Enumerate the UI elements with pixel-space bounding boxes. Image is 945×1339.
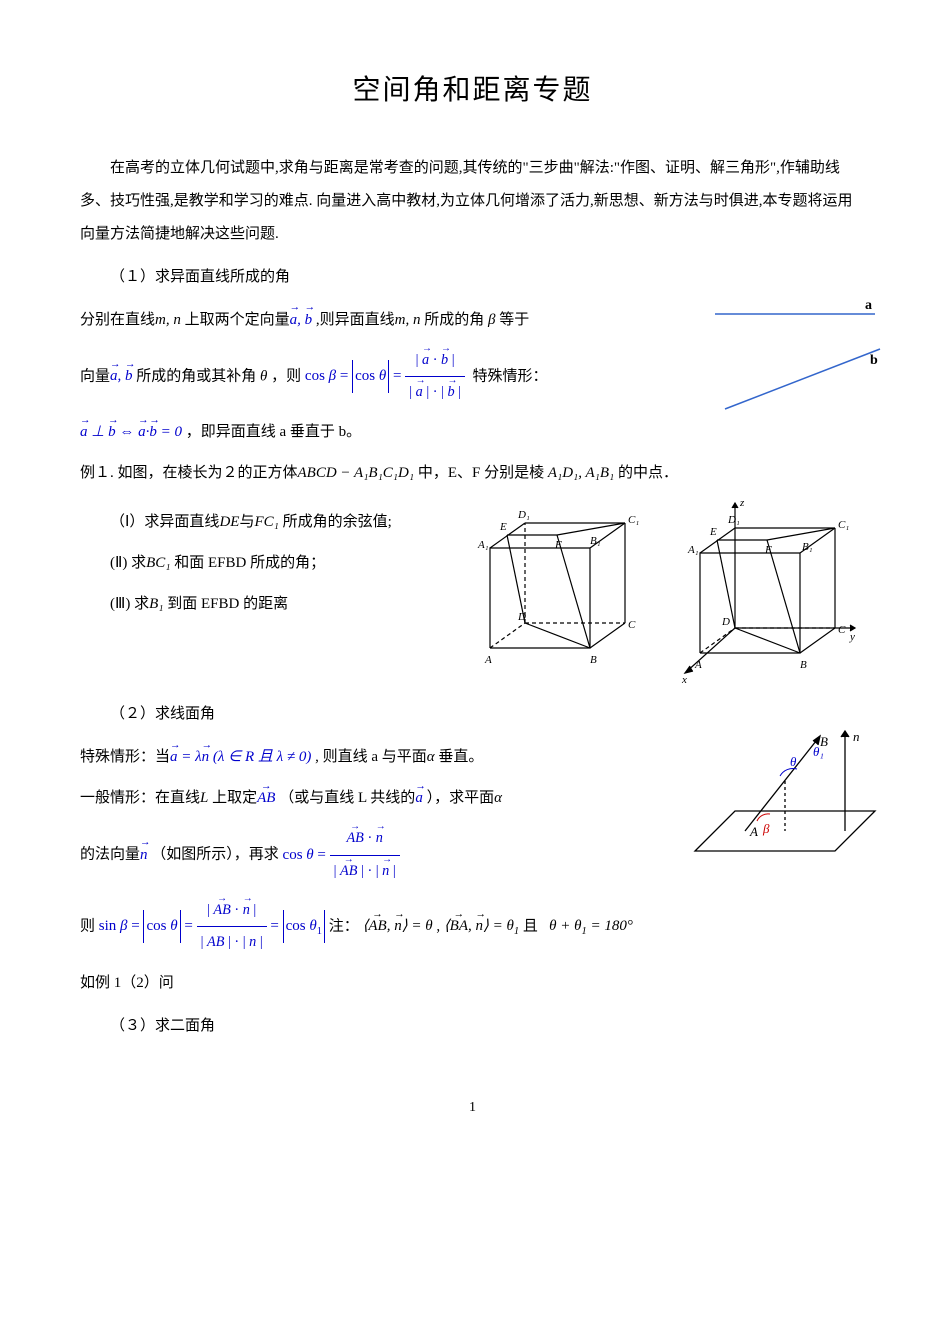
svg-text:D: D: [517, 611, 526, 623]
text: （或与直线 L 共线的: [279, 790, 415, 806]
text: 上取定: [212, 790, 257, 806]
text: 到面 EFBD 的距离: [167, 596, 288, 612]
L: L: [200, 790, 208, 806]
svg-text:z: z: [739, 498, 745, 509]
svg-text:D₁: D₁: [517, 509, 530, 521]
page-title: 空间角和距离专题: [80, 60, 865, 122]
svg-text:A₁: A₁: [477, 539, 489, 551]
sec2-line3: 的法向量n （如图所示），再求 cos θ = AB · n | AB | · …: [80, 823, 865, 887]
intro-paragraph: 在高考的立体几何试题中,求角与距离是常考查的问题,其传统的"三步曲"解法:"作图…: [80, 152, 865, 251]
text: 一般情形：在直线: [80, 790, 200, 806]
sec2-line5: 如例 1（2）问: [80, 967, 865, 1000]
b1: B₁: [149, 596, 163, 612]
cube-diagram-1: A B C D A₁ B₁ C₁ D₁ E F: [460, 498, 640, 678]
text: ，即异面直线 a 垂直于 b。: [186, 424, 361, 440]
text: 分别在直线: [80, 312, 155, 328]
sec2-line4: 则 sin β = cos θ = | AB · n | | AB | · | …: [80, 895, 865, 959]
question-1: （Ⅰ）求异面直线DE与FC₁ 所成角的余弦值;: [80, 506, 460, 539]
text: 所成角的余弦值;: [283, 514, 392, 530]
text: (Ⅱ) 求: [110, 555, 146, 571]
alpha: α: [427, 749, 435, 765]
math-mn2: m, n: [395, 312, 421, 328]
sec2-line2: 一般情形：在直线L 上取定AB （或与直线 L 共线的a ），求平面α: [80, 782, 865, 815]
and: 且: [523, 918, 538, 934]
svg-text:D: D: [721, 616, 730, 628]
text: 垂直。: [438, 749, 483, 765]
text: (Ⅲ) 求: [110, 596, 149, 612]
svg-text:C: C: [628, 619, 636, 631]
cube-diagram-2: z y x A B C D A₁ B₁ C₁ D₁ E F: [660, 498, 860, 688]
svg-text:B: B: [800, 659, 807, 671]
svg-text:A: A: [694, 659, 702, 671]
text: ，则: [271, 368, 301, 384]
text: 的法向量: [80, 847, 140, 863]
section-3-heading: （３）求二面角: [80, 1010, 865, 1043]
theta: θ: [260, 368, 267, 384]
sec2-line1: 特殊情形：当a = λn (λ ∈ R 且 λ ≠ 0) , 则直线 a 与平面…: [80, 741, 865, 774]
line-b-label: b: [870, 353, 878, 368]
bc1: BC₁: [146, 555, 170, 571]
svg-text:B₁: B₁: [802, 541, 813, 553]
text: 与: [239, 514, 254, 530]
svg-text:x: x: [681, 674, 687, 686]
svg-text:F: F: [554, 539, 562, 551]
edges: A₁D₁, A₁B₁: [548, 465, 614, 481]
section-2-content: A B n θ θ₁ β 特殊情形：当a = λn (λ ∈ R 且 λ ≠ 0…: [80, 741, 865, 999]
question-2: (Ⅱ) 求BC₁ 和面 EFBD 所成的角；: [80, 547, 460, 580]
special-case-label: 特殊情形：: [473, 368, 548, 384]
text: 的中点．: [618, 465, 678, 481]
line-a-label: a: [865, 298, 872, 313]
text: 特殊情形：当: [80, 749, 170, 765]
text: （Ⅰ）求异面直线: [110, 514, 219, 530]
fc1: FC₁: [254, 514, 278, 530]
sec1-line2: 向量a, b 所成的角或其补角 θ ，则 cos β = cos θ = | a…: [80, 345, 865, 409]
text: 所成的角: [424, 312, 484, 328]
svg-text:E: E: [709, 526, 717, 538]
svg-text:F: F: [764, 544, 772, 556]
note-label: 注：: [329, 918, 359, 934]
svg-text:C₁: C₁: [838, 519, 849, 531]
svg-text:C: C: [838, 624, 846, 636]
section-1-heading: （１）求异面直线所成的角: [80, 261, 865, 294]
text: 上取两个定向量: [185, 312, 290, 328]
svg-text:B: B: [590, 654, 597, 666]
de: DE: [219, 514, 239, 530]
text: 则: [80, 918, 95, 934]
text: 例１. 如图，在棱长为２的正方体: [80, 465, 298, 481]
cube-name: ABCD − A₁B₁C₁D₁: [298, 465, 415, 481]
text: （如图所示），再求: [151, 847, 279, 863]
text: 等于: [499, 312, 529, 328]
beta: β: [488, 312, 495, 328]
math-mn: m, n: [155, 312, 181, 328]
question-3: (Ⅲ) 求B₁ 到面 EFBD 的距离: [80, 588, 460, 621]
sec1-line3: a ⊥ b ⇔ a·b = 0 ，即异面直线 a 垂直于 b。: [80, 416, 865, 449]
svg-text:E: E: [499, 521, 507, 533]
svg-text:B₁: B₁: [590, 535, 601, 547]
text: ,则异面直线: [316, 312, 395, 328]
svg-text:A₁: A₁: [687, 544, 699, 556]
cube-diagrams: A B C D A₁ B₁ C₁ D₁ E F: [460, 498, 860, 688]
svg-text:A: A: [484, 654, 492, 666]
page-number: 1: [80, 1093, 865, 1124]
text: ），求平面: [427, 790, 495, 806]
svg-text:D₁: D₁: [727, 514, 740, 526]
text: 中，E、F 分别是棱: [418, 465, 544, 481]
text: 向量: [80, 368, 110, 384]
text: 所成的角或其补角: [136, 368, 256, 384]
svg-text:C₁: C₁: [628, 514, 639, 526]
alpha2: α: [494, 790, 502, 806]
svg-text:y: y: [849, 631, 855, 643]
section-1-content: a b 分别在直线m, n 上取两个定向量a, b ,则异面直线m, n 所成的…: [80, 304, 865, 689]
text: 和面 EFBD 所成的角；: [174, 555, 325, 571]
sec1-line1: 分别在直线m, n 上取两个定向量a, b ,则异面直线m, n 所成的角 β …: [80, 304, 865, 337]
text: , 则直线 a 与平面: [315, 749, 427, 765]
example-1: 例１. 如图，在棱长为２的正方体ABCD − A₁B₁C₁D₁ 中，E、F 分别…: [80, 457, 865, 490]
